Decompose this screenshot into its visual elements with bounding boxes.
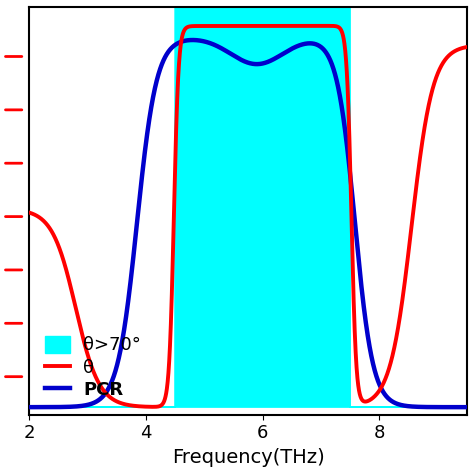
X-axis label: Frequency(THz): Frequency(THz): [172, 448, 324, 467]
Legend: θ>70°, θ, PCR: θ>70°, θ, PCR: [42, 333, 145, 402]
